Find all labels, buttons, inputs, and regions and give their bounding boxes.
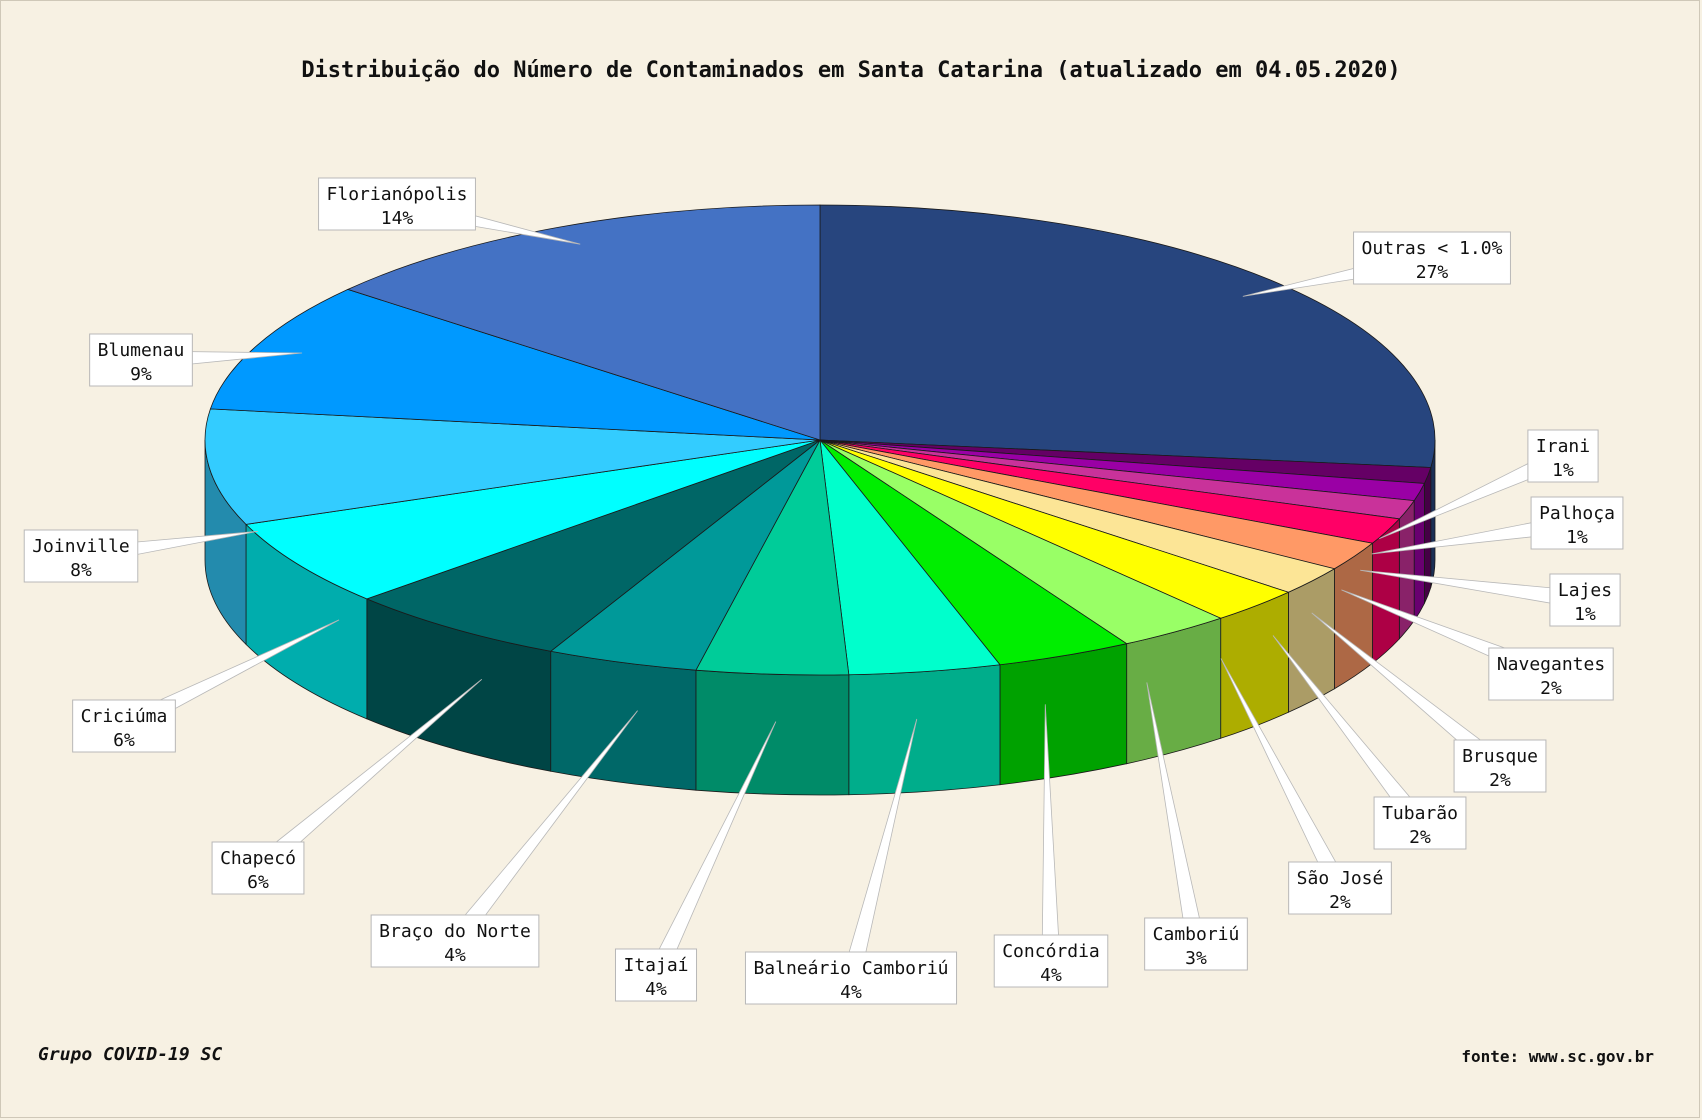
slice-label-pct: 9% (130, 364, 152, 385)
slice-label-name: Joinville (32, 536, 130, 557)
pie-side-itaja- (695, 669, 850, 796)
slice-label-pct: 2% (1540, 678, 1562, 699)
slice-label-box (1288, 861, 1392, 915)
slice-label-pct: 14% (381, 208, 414, 229)
slice-label: Florianópolis 14% (318, 177, 476, 231)
pie-slice-chapec- (365, 439, 821, 652)
pie-side-walls (204, 439, 1436, 796)
slice-label-name: Outras < 1.0% (1362, 238, 1503, 259)
pie-side-conc-rdia (999, 643, 1128, 786)
credit-text: Grupo COVID-19 SC (38, 1044, 223, 1065)
slice-label-name: Navegantes (1497, 654, 1605, 675)
pie-top-slices (204, 204, 1436, 676)
slice-label: Lajes 1% (1549, 573, 1621, 627)
slice-label-pct: 8% (70, 560, 92, 581)
slice-label-box (993, 934, 1109, 988)
pie-side-balne-rio-cambori- (848, 664, 1001, 796)
slice-label-name: Tubarão (1382, 803, 1458, 824)
slice-label-pct: 2% (1409, 827, 1431, 848)
slice-label: Joinville 8% (23, 529, 139, 583)
slice-label-name: Palhoça (1539, 503, 1615, 524)
slice-label: Tubarão 2% (1373, 796, 1467, 850)
slice-label-pct: 1% (1574, 604, 1596, 625)
slice-label-box (614, 948, 698, 1002)
slice-label-pct: 2% (1329, 892, 1351, 913)
slice-label-name: Balneário Camboriú (753, 958, 948, 979)
slice-label-box (1530, 496, 1624, 550)
slice-label-pct: 6% (113, 730, 135, 751)
slice-label-pct: 2% (1489, 770, 1511, 791)
slice-label: Brusque 2% (1453, 739, 1547, 793)
slice-label-box (1549, 573, 1621, 627)
slice-label-pct: 4% (645, 979, 667, 1000)
source-text: fonte: www.sc.gov.br (1461, 1047, 1654, 1066)
pie-side-irani (1423, 467, 1432, 604)
slice-label-box (1527, 429, 1599, 483)
slice-label: Navegantes 2% (1488, 647, 1614, 701)
pie-slice-outras-1-0- (819, 204, 1436, 468)
pie-slice-florian-polis (346, 204, 821, 441)
slice-label-box (89, 333, 193, 387)
slice-label-box (318, 177, 476, 231)
slice-label: Chapecó 6% (211, 841, 305, 895)
label-boxes: Outras < 1.0% 27% Irani 1% Palhoça 1% Lajes 1% N… (23, 177, 1624, 1005)
slice-label: Outras < 1.0% 27% (1353, 231, 1511, 285)
slice-label-name: Lajes (1558, 580, 1612, 601)
slice-label: Braço do Norte 4% (370, 914, 540, 968)
slice-label: Camboriú 3% (1144, 917, 1248, 971)
slice-label-pct: 4% (840, 982, 862, 1003)
slice-label-name: Florianópolis (327, 184, 468, 205)
pie-slice-joinville (204, 408, 821, 525)
pie-side-bra-o-do-norte (550, 650, 697, 791)
slice-label: Irani 1% (1527, 429, 1599, 483)
slice-label-pct: 1% (1552, 460, 1574, 481)
slice-label-name: Itajaí (623, 955, 688, 976)
slice-label-box (1488, 647, 1614, 701)
slice-label-name: Criciúma (81, 706, 168, 727)
slice-label: Blumenau 9% (89, 333, 193, 387)
slice-label-pct: 4% (444, 945, 466, 966)
slice-label-pct: 1% (1566, 527, 1588, 548)
pie-slice-blumenau (209, 288, 821, 441)
slice-label: São José 2% (1288, 861, 1392, 915)
pie-slice-crici-ma (245, 439, 821, 600)
slice-label: Itajaí 4% (614, 948, 698, 1002)
slice-label: Concórdia 4% (993, 934, 1109, 988)
slice-label-box (1144, 917, 1248, 971)
slice-label-pct: 27% (1416, 262, 1449, 283)
slice-label-name: Camboriú (1153, 924, 1240, 945)
slice-label: Criciúma 6% (72, 699, 176, 753)
slice-label-box (1453, 739, 1547, 793)
slice-label-pct: 6% (247, 872, 269, 893)
pie-side-palho-a (1413, 483, 1425, 622)
slice-label-box (1373, 796, 1467, 850)
slice-label-name: Irani (1536, 436, 1590, 457)
slice-label-name: Chapecó (220, 848, 296, 869)
slice-label-name: Brusque (1462, 746, 1538, 767)
slice-label-box (1353, 231, 1511, 285)
slice-label-name: São José (1297, 868, 1384, 889)
slice-label-name: Blumenau (98, 340, 185, 361)
slice-label-pct: 4% (1040, 965, 1062, 986)
slice-label-pct: 3% (1185, 948, 1207, 969)
pie-side-tubar-o (1288, 568, 1335, 713)
slice-label-box (72, 699, 176, 753)
slice-label-name: Concórdia (1002, 941, 1100, 962)
label-leaders (79, 194, 1587, 981)
slice-label: Balneário Camboriú 4% (744, 951, 958, 1005)
slice-label-box (370, 914, 540, 968)
slice-label-box (211, 841, 305, 895)
slice-label-box (744, 951, 958, 1005)
slice-label: Palhoça 1% (1530, 496, 1624, 550)
slice-label-box (23, 529, 139, 583)
chart-title: Distribuição do Número de Contaminados e… (301, 58, 1401, 83)
slice-label-name: Braço do Norte (379, 921, 531, 942)
